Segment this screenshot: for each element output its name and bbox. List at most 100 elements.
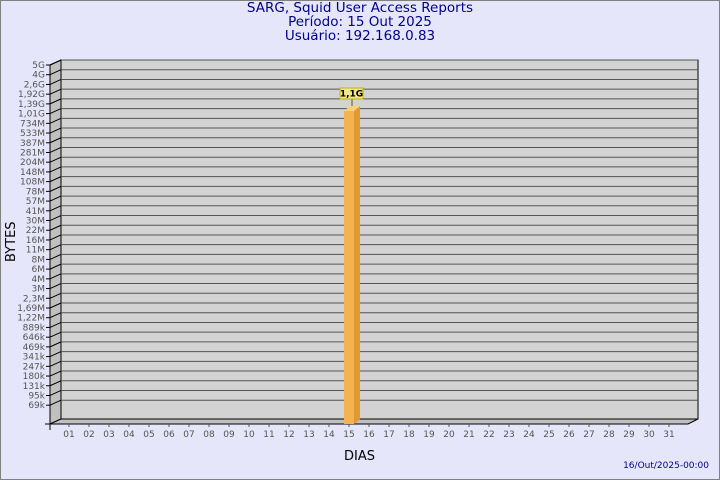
y-tick-label: 3M — [32, 285, 46, 295]
y-tick-slant — [49, 399, 62, 406]
y-tick-label: 57M — [26, 197, 45, 207]
y-tick-slant — [49, 302, 62, 309]
y-tick-label: 8M — [32, 255, 46, 265]
y-tick-slant — [49, 117, 62, 124]
y-tick-label: 5G — [32, 61, 45, 71]
x-tick-label: 10 — [243, 430, 255, 440]
y-tick-slant — [49, 331, 62, 338]
chart-title: SARG, Squid User Access Reports — [246, 0, 474, 16]
x-tick-label: 13 — [303, 430, 314, 440]
y-tick-slant — [49, 215, 62, 221]
y-tick-slant — [49, 185, 62, 192]
y-tick-label: 469k — [23, 343, 46, 353]
x-tick-label: 31 — [663, 430, 674, 440]
x-tick-label: 06 — [163, 430, 175, 440]
y-tick-label: 41M — [26, 207, 45, 217]
x-tick-label: 23 — [503, 430, 514, 440]
y-tick-slant — [49, 176, 62, 183]
chart-period: Período: 15 Out 2025 — [288, 14, 432, 30]
y-tick-label: 6M — [32, 265, 46, 275]
x-tick-label: 21 — [463, 430, 474, 440]
y-tick-slant — [49, 108, 62, 115]
x-tick-label: 16 — [363, 430, 375, 440]
y-tick-slant — [49, 88, 62, 95]
y-tick-label: 204M — [20, 158, 45, 168]
x-tick-label: 09 — [223, 430, 235, 440]
chart-user: Usuário: 192.168.0.83 — [284, 28, 436, 44]
plot-floor — [49, 418, 699, 425]
y-tick-slant — [49, 127, 62, 134]
plot-back-wall — [60, 59, 699, 420]
y-tick-label: 646k — [23, 333, 46, 343]
y-tick-label: 1,69M — [17, 304, 45, 314]
y-tick-label: 1,39G — [18, 100, 45, 110]
y-tick-slant — [49, 205, 62, 212]
x-tick-label: 05 — [143, 430, 154, 440]
x-tick-label: 17 — [383, 430, 394, 440]
y-tick-label: 4M — [32, 275, 46, 285]
y-tick-slant — [49, 253, 62, 260]
y-tick-slant — [49, 321, 62, 328]
y-tick-slant — [49, 166, 62, 173]
y-axis-label: BYTES — [4, 221, 19, 262]
y-tick-label: 2,3M — [23, 294, 45, 304]
data-label: 1,1G — [340, 90, 363, 100]
y-tick-slant — [49, 98, 62, 105]
y-tick-label: 1,92G — [18, 90, 45, 100]
x-tick-label: 12 — [283, 430, 294, 440]
x-tick-label: 24 — [523, 430, 535, 440]
y-tick-label: 131k — [23, 382, 46, 392]
data-label-box — [339, 87, 364, 100]
x-tick-label: 01 — [63, 430, 74, 440]
y-tick-label: 1,22M — [17, 314, 45, 324]
y-tick-slant — [49, 292, 62, 299]
y-tick-label: 30M — [26, 217, 45, 227]
y-tick-slant — [49, 263, 62, 270]
x-tick-label: 03 — [103, 430, 114, 440]
y-tick-slant — [49, 351, 62, 358]
y-tick-label: 734M — [20, 119, 45, 129]
y-tick-slant — [49, 370, 62, 377]
y-tick-slant — [49, 156, 62, 163]
y-tick-label: 889k — [23, 323, 46, 333]
y-tick-slant — [49, 234, 62, 241]
y-tick-label: 247k — [23, 362, 46, 372]
y-tick-label: 78M — [26, 187, 45, 197]
y-tick-label: 22M — [26, 226, 45, 236]
x-tick-label: 07 — [183, 430, 194, 440]
y-tick-slant — [49, 59, 62, 66]
y-tick-label: 95k — [28, 391, 45, 401]
x-tick-label: 04 — [123, 430, 135, 440]
x-tick-label: 22 — [483, 430, 494, 440]
y-tick-label: 1,01G — [18, 110, 45, 120]
y-tick-slant — [49, 380, 62, 387]
x-tick-label: 15 — [343, 430, 354, 440]
y-tick-slant — [49, 341, 62, 348]
y-tick-label: 4G — [32, 71, 45, 81]
y-tick-slant — [49, 78, 62, 85]
y-tick-label: 11M — [26, 246, 45, 256]
bar-front — [344, 111, 354, 424]
y-tick-slant — [49, 312, 62, 319]
footer-timestamp: 16/Out/2025-00:00 — [623, 461, 709, 471]
y-tick-slant — [49, 390, 62, 396]
y-tick-label: 341k — [23, 353, 46, 363]
y-tick-label: 533M — [20, 129, 45, 139]
y-tick-slant — [49, 224, 62, 231]
x-tick-label: 28 — [603, 430, 615, 440]
x-tick-label: 25 — [543, 430, 554, 440]
x-tick-label: 11 — [263, 430, 274, 440]
y-tick-label: 69k — [28, 401, 45, 411]
x-tick-label: 08 — [203, 430, 215, 440]
x-tick-label: 26 — [563, 430, 575, 440]
x-tick-label: 19 — [423, 430, 435, 440]
x-tick-label: 27 — [583, 430, 594, 440]
y-tick-slant — [49, 273, 62, 280]
y-tick-label: 108M — [20, 178, 45, 188]
y-tick-label: 2,6G — [24, 80, 45, 90]
y-tick-label: 387M — [20, 139, 45, 149]
y-tick-label: 180k — [23, 372, 46, 382]
y-tick-label: 16M — [26, 236, 45, 246]
y-tick-slant — [49, 360, 62, 367]
